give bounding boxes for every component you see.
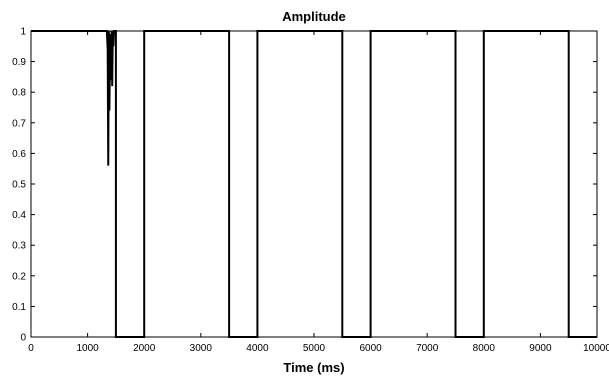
x-tick-label: 10000	[583, 343, 609, 354]
y-tick-label: 0.7	[12, 118, 26, 129]
y-tick-label: 0.2	[12, 271, 26, 282]
x-tick-label: 7000	[416, 343, 439, 354]
y-tick-label: 0.1	[12, 302, 26, 313]
x-tick-label: 6000	[359, 343, 382, 354]
y-tick-label: 1	[20, 27, 26, 38]
series-group	[31, 30, 597, 338]
y-tick-label: 0.8	[12, 88, 26, 99]
x-tick-label: 2000	[133, 343, 156, 354]
x-tick-label: 4000	[246, 343, 269, 354]
y-tick-label: 0.4	[12, 210, 26, 221]
y-tick-label: 0.9	[12, 57, 26, 68]
amplitude-series-line	[31, 30, 597, 338]
axis-ticks: 0 1000 2000 3000 4000 5000 6000 7000 8000 9000 100…	[12, 27, 609, 355]
y-tick-label: 0.6	[12, 149, 26, 160]
y-tick-label: 0	[20, 333, 26, 344]
x-tick-label: 9000	[529, 343, 552, 354]
chart-title: Amplitude	[282, 9, 346, 24]
x-tick-label: 5000	[303, 343, 326, 354]
x-axis-label: Time (ms)	[283, 360, 344, 375]
y-tick-label: 0.5	[12, 180, 26, 191]
x-tick-label: 3000	[190, 343, 213, 354]
plot-frame	[30, 30, 598, 338]
y-tick-label: 0.3	[12, 241, 26, 252]
x-tick-label: 8000	[473, 343, 496, 354]
x-tick-label: 1000	[76, 343, 99, 354]
x-tick-label: 0	[28, 343, 34, 354]
